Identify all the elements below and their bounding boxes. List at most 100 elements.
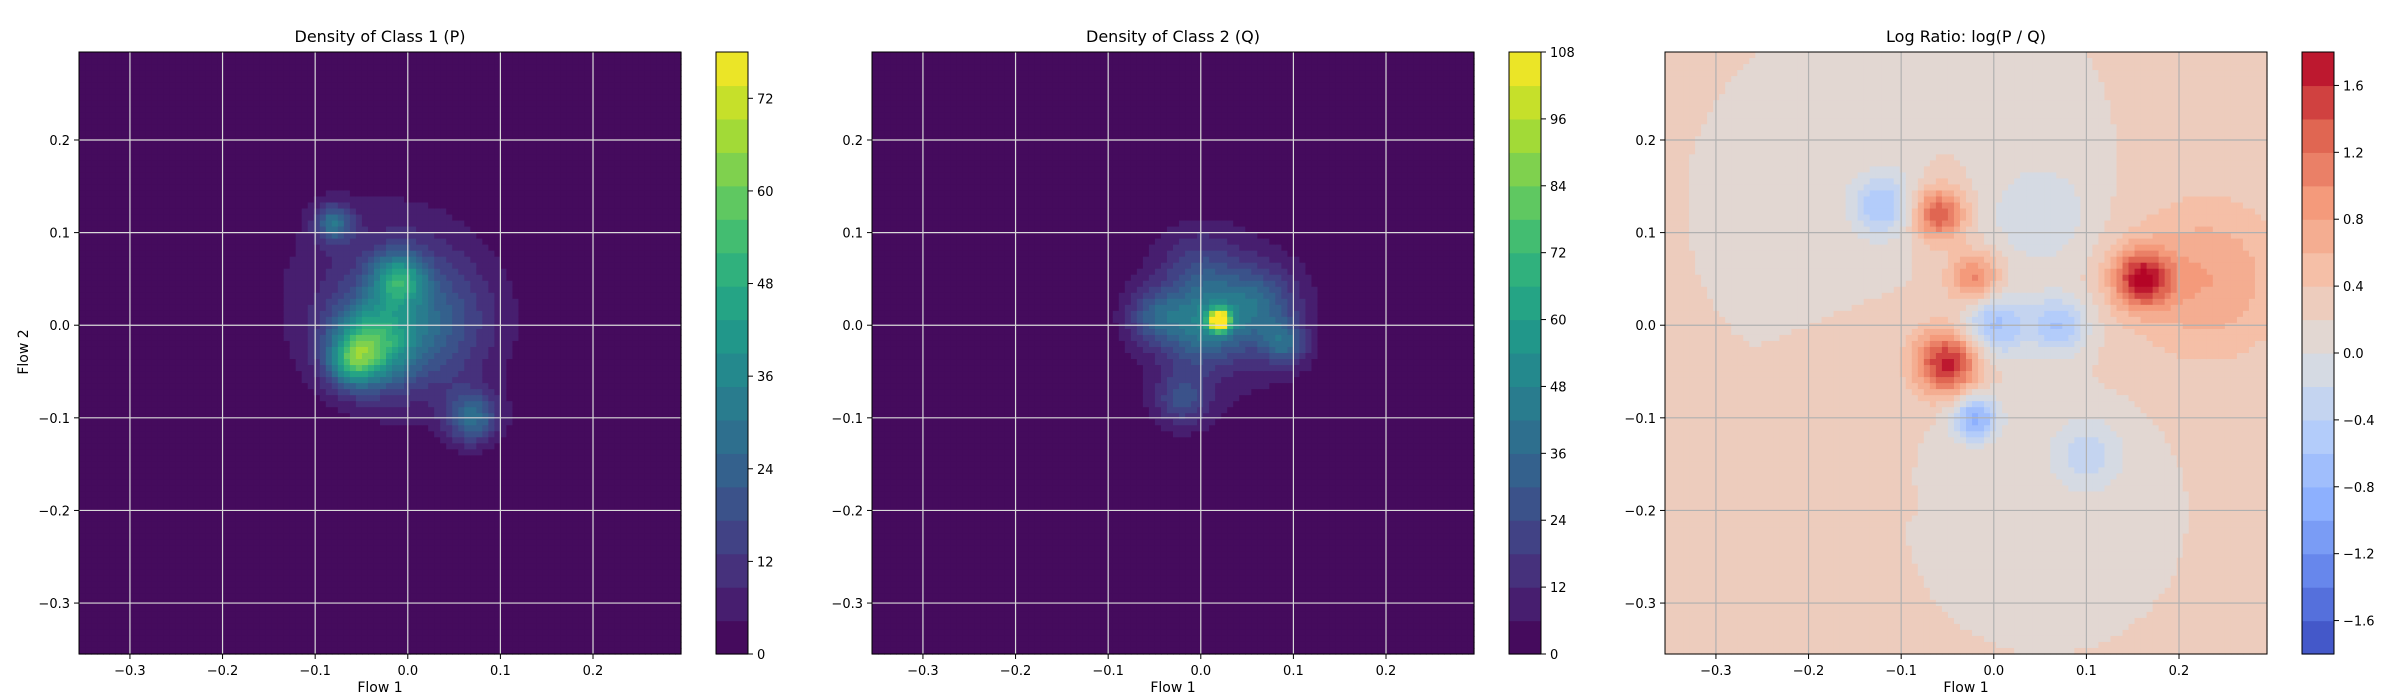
heatmap-cell <box>145 545 152 553</box>
heatmap-cell <box>91 208 98 216</box>
heatmap-cell <box>79 389 86 396</box>
heatmap-cell <box>169 256 176 264</box>
heatmap-cell <box>307 377 315 384</box>
heatmap-cell <box>307 106 315 113</box>
heatmap-cell <box>169 353 176 360</box>
heatmap-cell <box>151 274 158 282</box>
heatmap-cell <box>235 509 243 517</box>
heatmap-cell <box>271 359 279 366</box>
heatmap-cell <box>139 389 146 396</box>
heatmap-cell <box>139 527 146 535</box>
heatmap-cell <box>121 184 128 192</box>
heatmap-cell <box>277 262 285 270</box>
heatmap-cell <box>271 58 279 65</box>
heatmap-cell <box>373 407 381 414</box>
heatmap-cell <box>259 250 267 258</box>
heatmap-cell <box>121 64 128 71</box>
heatmap-cell <box>271 130 279 137</box>
heatmap-cell <box>121 581 128 589</box>
heatmap-cell <box>193 244 200 252</box>
heatmap-cell <box>109 184 116 192</box>
heatmap-cell <box>205 262 213 270</box>
heatmap-cell <box>367 395 375 402</box>
heatmap-cell <box>199 310 207 318</box>
heatmap-cell <box>181 449 188 456</box>
heatmap-cell <box>283 647 291 655</box>
heatmap-cell <box>199 298 207 306</box>
heatmap-cell <box>349 280 357 288</box>
heatmap-cell <box>151 346 158 354</box>
heatmap-cell <box>253 395 261 402</box>
heatmap-cell <box>253 491 261 499</box>
heatmap-cell <box>283 298 291 306</box>
heatmap-cell <box>205 551 213 559</box>
heatmap-cell <box>283 244 291 252</box>
heatmap-cell <box>307 431 315 438</box>
heatmap-cell <box>283 166 291 173</box>
heatmap-cell <box>121 527 128 535</box>
heatmap-cell <box>151 509 158 517</box>
heatmap-cell <box>283 431 291 438</box>
heatmap-cell <box>205 124 213 131</box>
heatmap-cell <box>157 425 164 432</box>
heatmap-cell <box>211 641 219 649</box>
heatmap-cell <box>187 208 194 216</box>
heatmap-cell <box>289 88 297 95</box>
heatmap-cell <box>217 521 225 529</box>
heatmap-cell <box>265 527 273 535</box>
heatmap-cell <box>157 407 164 414</box>
heatmap-cell <box>337 88 345 95</box>
heatmap-cell <box>91 491 98 499</box>
heatmap-cell <box>193 539 200 547</box>
heatmap-cell <box>157 539 164 547</box>
heatmap-cell <box>367 521 375 529</box>
heatmap-cell <box>259 407 267 414</box>
heatmap-cell <box>307 226 315 234</box>
heatmap-cell <box>169 575 176 583</box>
heatmap-cell <box>187 274 194 282</box>
heatmap-cell <box>319 328 327 336</box>
heatmap-cell <box>355 575 363 583</box>
heatmap-cell <box>103 88 110 95</box>
heatmap-cell <box>331 160 339 167</box>
heatmap-cell <box>121 310 128 318</box>
heatmap-cell <box>247 52 255 59</box>
heatmap-cell <box>265 226 273 234</box>
heatmap-cell <box>163 587 170 595</box>
heatmap-cell <box>289 154 297 161</box>
heatmap-cell <box>211 70 219 77</box>
heatmap-cell <box>337 202 345 210</box>
heatmap-cell <box>139 232 146 240</box>
heatmap-cell <box>157 58 164 65</box>
heatmap-cell <box>139 310 146 318</box>
heatmap-cell <box>97 166 104 173</box>
heatmap-cell <box>331 353 339 360</box>
heatmap-cell <box>271 112 279 119</box>
heatmap-cell <box>211 569 219 577</box>
heatmap-cell <box>193 437 200 444</box>
heatmap-cell <box>187 172 194 180</box>
heatmap-cell <box>151 605 158 613</box>
heatmap-cell <box>157 467 164 474</box>
heatmap-cell <box>85 461 92 468</box>
heatmap-cell <box>223 587 231 595</box>
heatmap-cell <box>145 112 152 119</box>
heatmap-cell <box>223 551 231 559</box>
heatmap-cell <box>157 617 164 625</box>
heatmap-cell <box>241 551 249 559</box>
heatmap-cell <box>253 304 261 312</box>
heatmap-cell <box>283 467 291 474</box>
heatmap-cell <box>283 539 291 547</box>
heatmap-cell <box>211 623 219 631</box>
heatmap-cell <box>319 569 327 577</box>
heatmap-cell <box>367 214 375 222</box>
heatmap-cell <box>217 88 225 95</box>
heatmap-cell <box>367 208 375 216</box>
heatmap-cell <box>157 106 164 113</box>
heatmap-cell <box>97 172 104 180</box>
heatmap-cell <box>193 551 200 559</box>
heatmap-cell <box>247 112 255 119</box>
heatmap-cell <box>229 268 237 276</box>
heatmap-cell <box>235 569 243 577</box>
heatmap-cell <box>79 160 86 167</box>
